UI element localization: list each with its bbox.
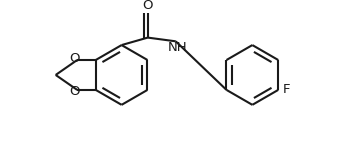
- Text: NH: NH: [168, 41, 187, 54]
- Text: O: O: [142, 0, 153, 12]
- Text: F: F: [283, 83, 290, 96]
- Text: O: O: [69, 85, 80, 98]
- Text: O: O: [69, 52, 80, 65]
